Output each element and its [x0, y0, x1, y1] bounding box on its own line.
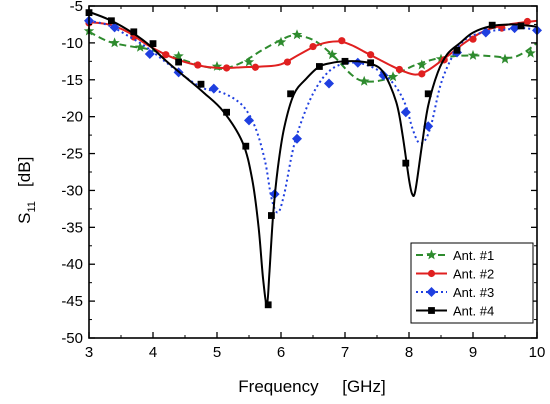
legend-marker [426, 287, 437, 297]
series-marker [395, 65, 403, 74]
series-marker [197, 80, 205, 88]
series-marker [352, 57, 363, 68]
legend-label: Ant. #4 [453, 304, 494, 319]
legend-marker [427, 269, 436, 278]
axes: 3 4 5 6 7 8 9 10 -50 -45 -40 -35 -30 -25 -20 -15 -10 -5 [61, 0, 545, 361]
legend-entry: Ant. #4 [416, 304, 494, 319]
x-tick-label: 8 [405, 344, 413, 361]
series-marker [416, 59, 427, 70]
series-marker [402, 159, 410, 167]
series-marker [109, 37, 120, 48]
series-marker [367, 51, 375, 59]
series-marker [424, 90, 432, 98]
series-marker [418, 70, 426, 78]
series-marker [316, 63, 323, 70]
legend-marker [428, 307, 435, 314]
y-tick-label: -30 [61, 182, 83, 199]
plot-area [83, 9, 542, 309]
series-marker [341, 57, 349, 65]
series-marker [223, 108, 230, 116]
x-tick-label: 10 [529, 344, 546, 361]
x-tick-label: 4 [149, 344, 157, 361]
y-tick-label: -10 [61, 35, 83, 52]
x-tick-label: 7 [341, 344, 349, 361]
series-marker [268, 212, 275, 219]
y-tick-label: -50 [61, 330, 83, 347]
series-marker [367, 59, 374, 67]
series-marker [525, 47, 536, 58]
legend-label: Ant. #1 [453, 248, 494, 263]
series-marker [144, 48, 155, 59]
legend-entry: Ant. #3 [416, 285, 494, 300]
series-marker [400, 107, 411, 118]
series-4 [85, 9, 538, 309]
y-tick-label: -35 [61, 219, 83, 236]
legend-label: Ant. #2 [453, 267, 494, 282]
series-marker [467, 49, 479, 60]
series-marker [283, 58, 291, 66]
series-marker [292, 133, 302, 144]
series-marker [173, 50, 184, 61]
series-marker [387, 71, 399, 82]
y-tick-label: -5 [70, 0, 83, 15]
series-marker [211, 61, 223, 71]
series-marker [244, 115, 254, 126]
x-tick-label: 6 [277, 344, 285, 361]
series-marker [242, 142, 250, 150]
y-axis-title-unit: [dB] [15, 157, 34, 187]
series-marker [223, 64, 231, 72]
y-tick-label: -25 [61, 146, 83, 163]
x-axis-title: Frequency [GHz] [238, 377, 385, 396]
series-marker [287, 90, 294, 98]
legend-marker [426, 249, 437, 260]
series-marker [480, 27, 491, 38]
series-marker [327, 49, 338, 60]
y-tick-label: -40 [61, 256, 83, 273]
series-marker [309, 42, 317, 51]
series-marker [275, 36, 287, 47]
series-marker [149, 40, 157, 48]
y-axis-title: S11 [dB] [15, 133, 38, 257]
series-marker [162, 51, 170, 59]
series-marker [264, 301, 272, 309]
series-marker [499, 53, 511, 64]
series-marker [291, 29, 303, 40]
legend-entry: Ant. #2 [416, 267, 494, 282]
legend-entry: Ant. #1 [416, 248, 494, 263]
x-tick-label: 9 [469, 344, 477, 361]
y-axis-title-main: S [15, 213, 34, 224]
y-tick-label: -45 [61, 293, 83, 310]
y-tick-label: -15 [61, 72, 83, 89]
series-marker [509, 23, 520, 34]
series-marker [469, 35, 477, 43]
series-marker [324, 78, 334, 89]
x-tick-label: 3 [85, 344, 93, 361]
series-marker [453, 46, 461, 54]
series-2 [85, 17, 538, 78]
series-marker [251, 63, 259, 71]
series-marker [243, 56, 255, 67]
series-marker [135, 41, 146, 52]
series-marker [359, 75, 370, 86]
series-marker [523, 17, 532, 26]
series-marker [488, 21, 496, 29]
series-marker [130, 28, 138, 36]
x-tick-label: 5 [213, 344, 221, 361]
y-axis-title-subscript: 11 [26, 201, 38, 212]
series-marker [109, 22, 120, 33]
series-line [88, 10, 538, 306]
series-marker [517, 22, 525, 30]
legend: Ant. #1 Ant. #2 Ant. #3 Ant. #4 [410, 242, 534, 324]
legend-label: Ant. #3 [453, 285, 494, 300]
svg-text:S11 [dB]: S11 [dB] [15, 133, 38, 257]
series-marker [208, 83, 219, 94]
y-tick-label: -20 [61, 109, 83, 126]
series-marker [338, 37, 346, 45]
series-marker [175, 58, 182, 66]
series-marker [108, 17, 115, 25]
series-marker [194, 61, 202, 69]
